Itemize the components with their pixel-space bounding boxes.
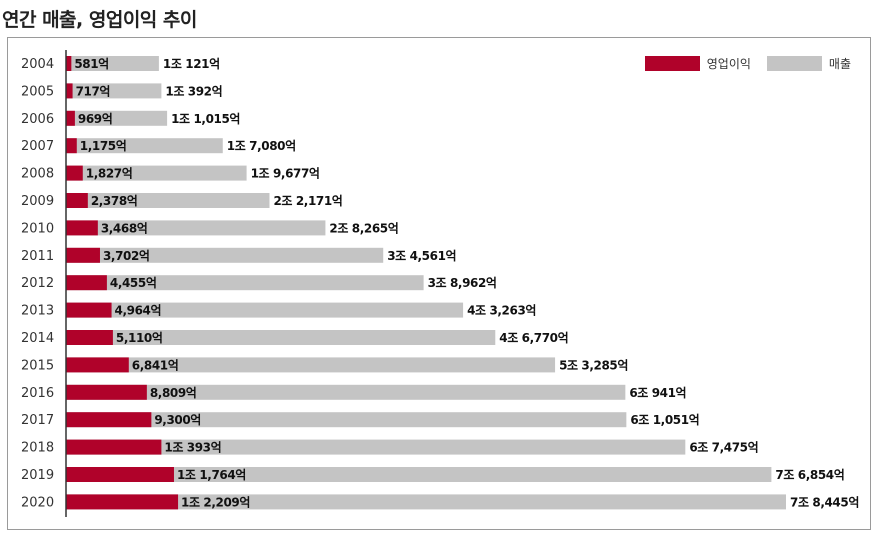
sales-bar-2006: [66, 110, 168, 126]
legend-label-sales: 매출: [828, 57, 851, 71]
operating-profit-bar-2016: [66, 384, 147, 400]
sales-label-2009: 2조 2,171억: [273, 194, 342, 208]
year-label-2004: 2004: [21, 57, 54, 72]
year-label-2017: 2017: [21, 413, 54, 428]
year-label-2018: 2018: [21, 441, 54, 456]
operating-profit-bar-2013: [66, 302, 112, 318]
sales-label-2018: 6조 7,475억: [689, 441, 758, 455]
operating-profit-bar-2011: [66, 247, 100, 263]
operating-profit-bar-2009: [66, 193, 88, 208]
sales-label-2015: 5조 3,285억: [559, 358, 628, 372]
legend-swatch-operating-profit: [644, 56, 700, 71]
year-label-2005: 2005: [21, 84, 54, 99]
operating-profit-bar-2007: [66, 138, 77, 154]
sales-bar-2018: [66, 439, 686, 455]
year-label-2014: 2014: [21, 331, 54, 346]
sales-label-2019: 7조 6,854억: [775, 468, 844, 482]
operating-profit-bar-2010: [66, 220, 98, 236]
sales-label-2006: 1조 1,015억: [171, 112, 240, 126]
sales-label-2010: 2조 8,265억: [329, 221, 398, 235]
sales-bar-2020: [66, 494, 786, 510]
operating-profit-bar-2006: [66, 110, 75, 126]
year-label-2010: 2010: [21, 221, 54, 236]
sales-bar-2007: [66, 138, 223, 154]
operating-profit-bar-2019: [66, 467, 174, 482]
chart-title: 연간 매출, 영업이익 추이: [2, 9, 197, 31]
year-label-2012: 2012: [21, 276, 54, 291]
sales-bar-2009: [66, 193, 270, 208]
operating-profit-label-2004: 581억: [74, 57, 109, 71]
sales-bar-2013: [66, 302, 464, 318]
year-label-2015: 2015: [21, 358, 54, 373]
operating-profit-label-2007: 1,175억: [80, 139, 127, 153]
legend-item-operating-profit: 영업이익: [644, 55, 751, 72]
operating-profit-bar-2004: [66, 56, 72, 71]
operating-profit-label-2016: 8,809억: [150, 386, 197, 400]
legend-item-sales: 매출: [766, 55, 851, 72]
operating-profit-label-2018: 1조 393억: [164, 441, 221, 455]
operating-profit-label-2011: 3,702억: [103, 249, 150, 263]
sales-bar-2010: [66, 220, 326, 236]
legend-swatch-sales: [766, 56, 822, 71]
sales-label-2016: 6조 941억: [629, 386, 686, 400]
year-label-2006: 2006: [21, 112, 54, 127]
sales-bar-2011: [66, 247, 384, 263]
operating-profit-label-2020: 1조 2,209억: [181, 495, 250, 509]
sales-bar-2005: [66, 83, 162, 99]
year-label-2009: 2009: [21, 194, 54, 209]
sales-label-2007: 1조 7,080억: [227, 139, 296, 153]
operating-profit-bar-2015: [66, 357, 129, 373]
operating-profit-bar-2008: [66, 165, 83, 181]
year-label-2019: 2019: [21, 468, 54, 483]
sales-bar-2012: [66, 275, 424, 291]
sales-label-2020: 7조 8,445억: [790, 495, 859, 509]
operating-profit-label-2013: 4,964억: [115, 304, 162, 318]
sales-label-2014: 4조 6,770억: [499, 331, 568, 345]
year-label-2007: 2007: [21, 139, 54, 154]
operating-profit-label-2008: 1,827억: [86, 167, 133, 181]
operating-profit-label-2015: 6,841억: [132, 358, 179, 372]
sales-label-2012: 3조 8,962억: [428, 276, 497, 290]
legend-label-operating-profit: 영업이익: [706, 57, 751, 71]
operating-profit-label-2010: 3,468억: [101, 221, 148, 235]
year-label-2016: 2016: [21, 386, 54, 401]
sales-label-2011: 3조 4,561억: [387, 249, 456, 263]
sales-bar-2019: [66, 467, 772, 482]
operating-profit-bar-2005: [66, 83, 73, 99]
sales-bar-2014: [66, 330, 496, 345]
operating-profit-label-2006: 969억: [78, 112, 113, 126]
operating-profit-bar-2018: [66, 439, 162, 455]
legend: 영업이익 매출: [629, 55, 851, 72]
sales-label-2008: 1조 9,677억: [251, 167, 320, 181]
sales-bar-2016: [66, 384, 626, 400]
year-label-2020: 2020: [21, 495, 54, 510]
sales-label-2004: 1조 121억: [163, 57, 220, 71]
sales-label-2017: 6조 1,051억: [630, 413, 699, 427]
operating-profit-bar-2014: [66, 330, 113, 345]
operating-profit-label-2017: 9,300억: [154, 413, 201, 427]
operating-profit-bar-2017: [66, 412, 152, 428]
sales-bar-2017: [66, 412, 627, 428]
operating-profit-label-2005: 717억: [76, 84, 111, 98]
sales-bar-2004: [66, 56, 159, 71]
operating-profit-label-2019: 1조 1,764억: [177, 468, 246, 482]
sales-bar-2008: [66, 165, 247, 181]
year-label-2008: 2008: [21, 167, 54, 182]
operating-profit-label-2009: 2,378억: [91, 194, 138, 208]
operating-profit-label-2014: 5,110억: [116, 331, 163, 345]
sales-bar-2015: [66, 357, 556, 373]
operating-profit-bar-2012: [66, 275, 107, 291]
operating-profit-label-2012: 4,455억: [110, 276, 157, 290]
sales-label-2005: 1조 392억: [165, 84, 222, 98]
sales-label-2013: 4조 3,263억: [467, 304, 536, 318]
year-label-2013: 2013: [21, 304, 54, 319]
year-label-2011: 2011: [21, 249, 54, 264]
operating-profit-bar-2020: [66, 494, 179, 510]
